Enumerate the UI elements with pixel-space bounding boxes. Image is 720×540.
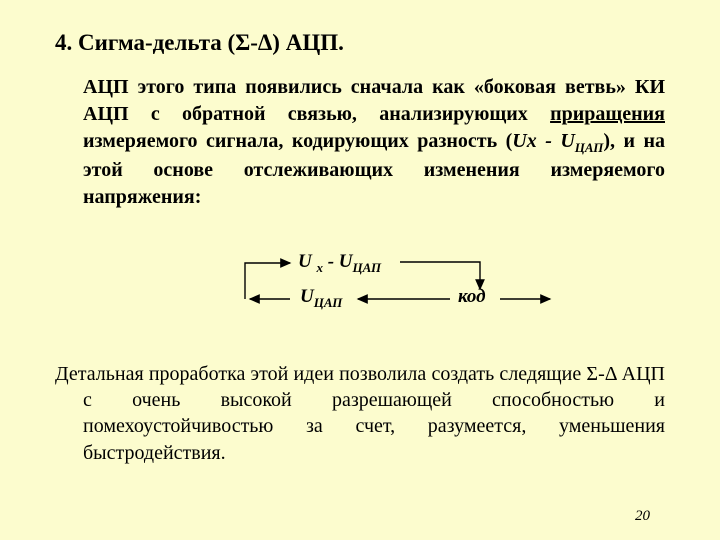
feedback-diagram: U x - UЦАП UЦАП код [150, 251, 570, 321]
paragraph-1: АЦП этого типа появились сначала как «бо… [55, 74, 665, 211]
diagram-arrows [150, 251, 570, 321]
paragraph-2: Детальная проработка этой идеи позволила… [55, 361, 665, 467]
section-title: 4. Сигма-дельта (Σ-Δ) АЦП. [55, 30, 665, 56]
page-number: 20 [635, 508, 650, 525]
